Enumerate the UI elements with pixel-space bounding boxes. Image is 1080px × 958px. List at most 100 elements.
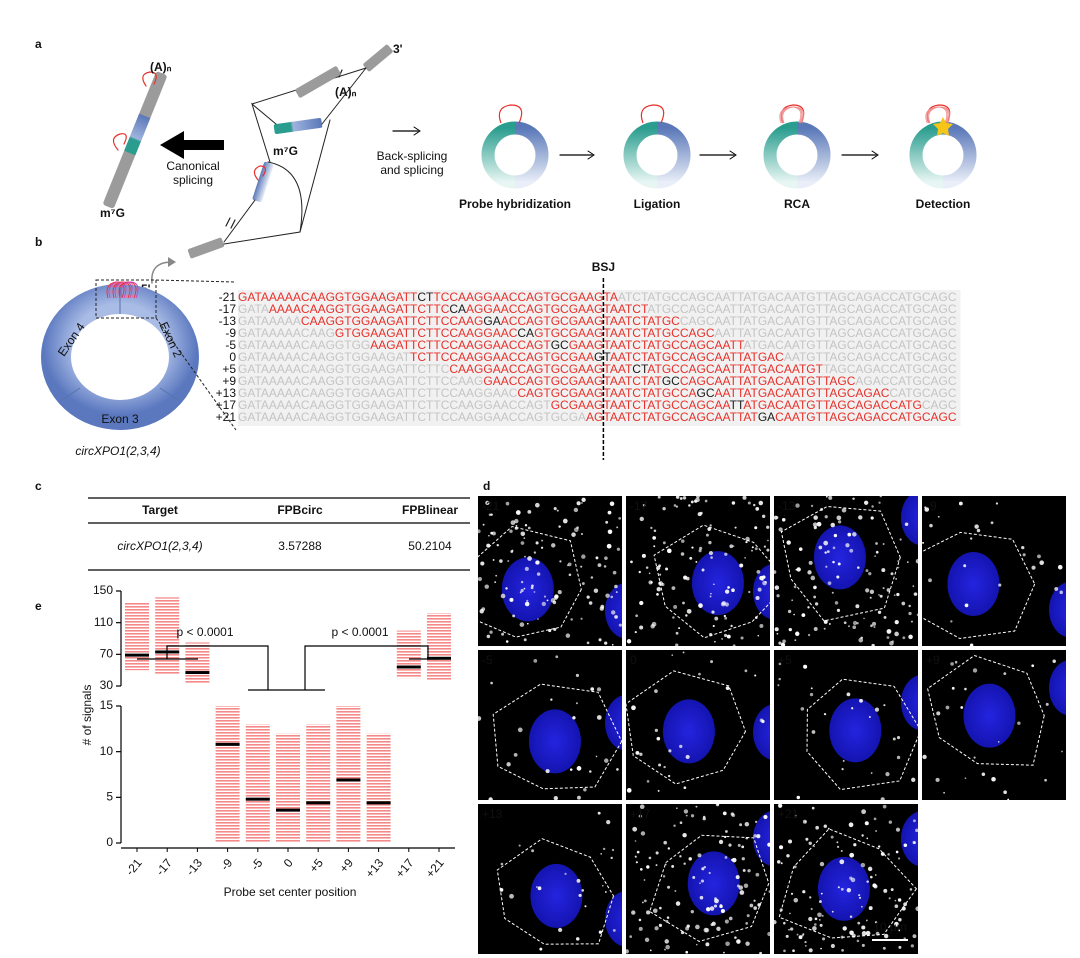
micrograph	[922, 496, 1066, 646]
spot	[916, 613, 918, 617]
sequence-segment: ATGACAATGTTAGCAGACCATGCAGC	[743, 338, 956, 352]
spot	[841, 507, 847, 513]
spot	[583, 787, 587, 792]
spot	[872, 883, 877, 888]
step-illustration	[481, 104, 549, 189]
spot	[712, 624, 715, 628]
spot	[810, 907, 813, 911]
sequence-segment: GATAAAAACAAGGTGGAAGATTCTTCCAAGGAAC	[238, 386, 518, 400]
nucleus	[605, 695, 622, 751]
spot	[685, 950, 689, 954]
spot	[831, 910, 834, 913]
spot	[783, 949, 786, 953]
spot	[804, 820, 807, 823]
spot	[695, 943, 698, 946]
spot	[646, 780, 650, 783]
circ-rna-blue	[942, 121, 977, 189]
spot	[787, 609, 792, 614]
spot	[869, 596, 872, 599]
schematic-shape	[124, 113, 151, 156]
spot	[754, 547, 758, 551]
spot	[478, 576, 482, 582]
spot	[720, 601, 726, 607]
spot	[709, 906, 715, 911]
spot	[610, 856, 613, 860]
loop	[498, 104, 523, 124]
spot	[539, 947, 543, 951]
spot	[558, 525, 561, 528]
spot	[638, 926, 643, 931]
spot	[875, 542, 878, 545]
spot	[499, 887, 504, 892]
sequence-segment: GAAGTAATCTATGCCAGCAATT	[569, 338, 745, 352]
spot	[553, 507, 557, 511]
sequence-segment: GATAAAAACAAGGTGGAAGATTCTTCCAAGGAACCAGTGC…	[238, 410, 586, 424]
spot	[533, 659, 538, 663]
spot	[595, 755, 598, 758]
spot	[643, 879, 646, 881]
point-cloud	[366, 733, 391, 843]
spot	[763, 815, 768, 820]
spot	[896, 592, 900, 597]
spot	[545, 769, 550, 774]
spot	[852, 620, 858, 626]
schematic-shape	[252, 161, 274, 203]
spot	[870, 772, 873, 774]
spot	[756, 834, 761, 839]
spot	[880, 797, 885, 800]
spot	[1003, 672, 1007, 676]
spot	[846, 887, 852, 893]
spot	[519, 622, 525, 627]
spot	[816, 521, 822, 527]
sequence-segment: CA	[449, 302, 466, 316]
spot	[810, 504, 814, 508]
spot	[823, 712, 827, 716]
spot	[499, 559, 503, 563]
spot	[852, 625, 857, 630]
spot	[667, 774, 671, 778]
y-tick-label: 15	[100, 698, 114, 712]
spot	[823, 619, 828, 624]
spot	[729, 544, 734, 549]
spot	[662, 506, 666, 511]
spot	[888, 820, 893, 824]
spot	[873, 625, 876, 629]
spot	[852, 497, 855, 500]
spot	[639, 516, 644, 522]
spot	[1059, 590, 1064, 595]
schematic-shape	[587, 150, 879, 160]
tile-label: -13	[778, 499, 796, 513]
spot	[675, 643, 679, 646]
sequence-segment: GTGCGAAGTAATCTATGCCAGC	[534, 326, 715, 340]
spot	[899, 538, 902, 541]
spot	[569, 768, 573, 771]
spot	[641, 901, 644, 904]
spot	[841, 768, 844, 771]
spot	[715, 804, 720, 807]
spot	[523, 638, 527, 642]
spot	[533, 551, 537, 554]
spot	[581, 554, 586, 559]
spot	[972, 668, 978, 673]
sequence-row: GATAAAAACAAGGTGGAAGATTCTTCCAAGGAACCAGTGC…	[238, 338, 957, 352]
spot	[656, 565, 661, 571]
schematic-shape	[112, 133, 127, 151]
spot	[488, 513, 492, 517]
spot	[639, 868, 643, 871]
spot	[666, 548, 672, 554]
spot	[644, 937, 650, 943]
spot	[895, 850, 899, 854]
step-label: RCA	[784, 197, 810, 211]
spot	[764, 581, 767, 584]
spot	[631, 705, 636, 711]
spot	[638, 570, 641, 574]
spot	[652, 536, 657, 540]
spot	[893, 594, 896, 597]
spot	[896, 736, 901, 740]
circ-rna-blue	[796, 121, 831, 189]
spot	[604, 556, 608, 560]
spot	[823, 824, 827, 828]
spot	[755, 820, 758, 823]
spot	[725, 830, 728, 833]
spot	[722, 811, 727, 816]
